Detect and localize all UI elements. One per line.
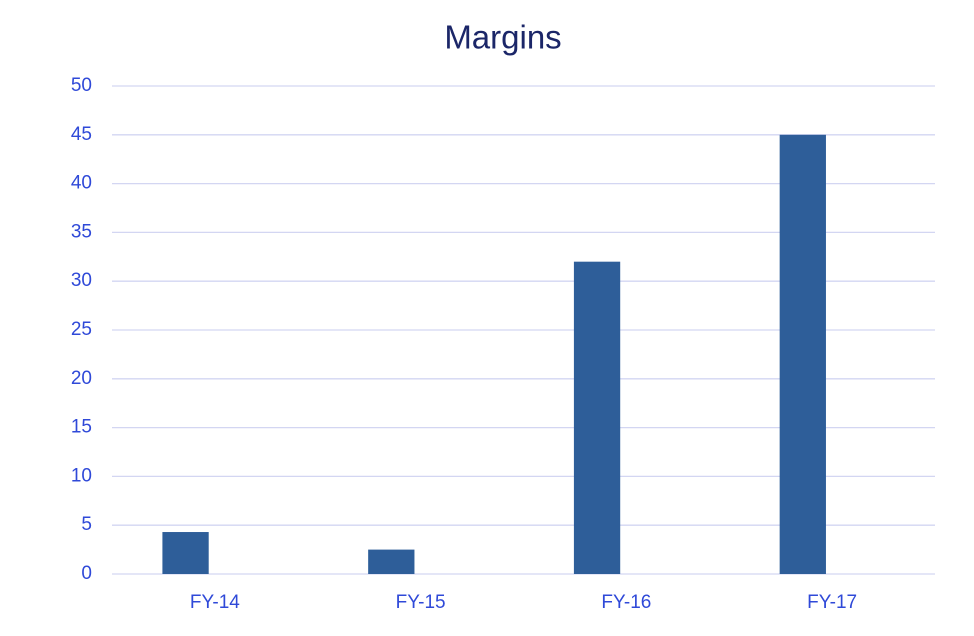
bar (779, 134, 826, 575)
y-tick-label: 40 (71, 173, 92, 194)
y-tick-label: 5 (81, 514, 92, 535)
y-tick-label: 35 (71, 221, 92, 242)
y-tick-label: 10 (71, 465, 92, 486)
bar (368, 549, 415, 574)
x-tick-label: FY-17 (807, 592, 857, 613)
chart-title: Margins (444, 19, 561, 56)
x-tick-label: FY-15 (396, 592, 446, 613)
bar (162, 532, 209, 574)
x-tick-label: FY-14 (190, 592, 240, 613)
x-tick-label: FY-16 (601, 592, 651, 613)
y-tick-label: 50 (71, 75, 92, 96)
y-tick-label: 25 (71, 319, 92, 340)
y-tick-label: 20 (71, 368, 92, 389)
y-tick-label: 15 (71, 417, 92, 438)
y-tick-label: 45 (71, 124, 92, 145)
y-tick-label: 0 (81, 563, 92, 584)
bar (573, 261, 621, 574)
y-tick-label: 30 (71, 270, 92, 291)
